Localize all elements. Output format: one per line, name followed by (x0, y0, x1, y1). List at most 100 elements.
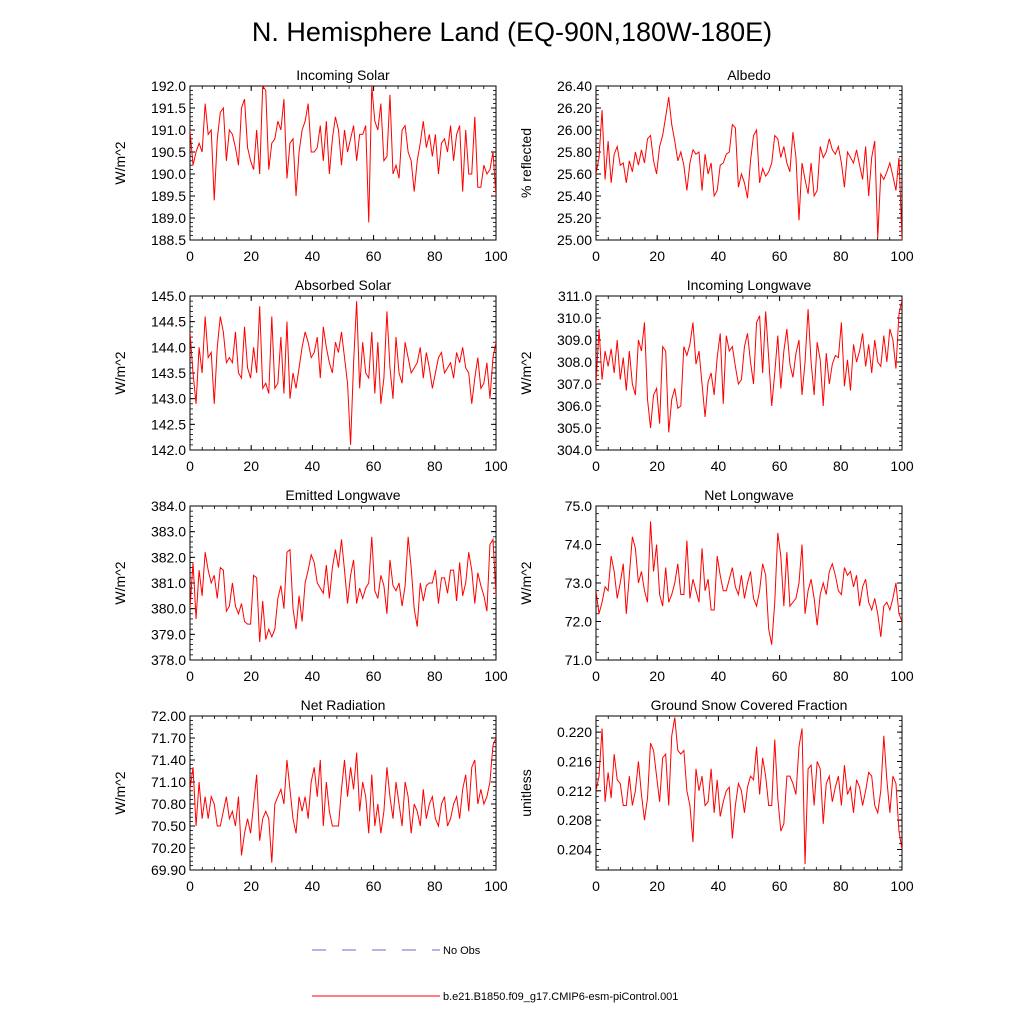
main-title: N. Hemisphere Land (EQ-90N,180W-180E) (252, 17, 772, 47)
x-tick-label: 100 (484, 248, 508, 264)
y-tick-label: 192.0 (151, 78, 186, 94)
y-tick-label: 311.0 (558, 288, 592, 304)
y-tick-label: 74.0 (565, 537, 592, 553)
y-tick-label: 309.0 (557, 332, 592, 348)
x-tick-label: 40 (305, 878, 321, 894)
y-tick-label: 381.0 (151, 575, 186, 591)
y-tick-label: 0.212 (557, 783, 592, 799)
x-tick-label: 60 (366, 878, 382, 894)
y-tick-label: 379.0 (151, 626, 186, 642)
y-tick-label: 75.0 (565, 498, 592, 514)
panel-title: Net Longwave (704, 487, 794, 503)
x-tick-label: 0 (592, 458, 600, 474)
y-tick-label: 71.70 (151, 730, 186, 746)
x-tick-label: 0 (186, 458, 194, 474)
y-tick-label: 310.0 (557, 310, 592, 326)
legend-label: b.e21.B1850.f09_g17.CMIP6-esm-piControl.… (443, 991, 678, 1003)
y-tick-label: 189.5 (151, 188, 186, 204)
panel-title: Ground Snow Covered Fraction (651, 697, 848, 713)
x-tick-label: 60 (366, 458, 382, 474)
y-tick-label: 26.20 (557, 100, 592, 116)
series-line (190, 301, 496, 445)
y-tick-label: 69.90 (151, 862, 186, 878)
y-tick-label: 378.0 (151, 652, 186, 668)
x-tick-label: 20 (649, 878, 665, 894)
x-tick-label: 80 (833, 458, 849, 474)
panel-absorbed-solar: Absorbed Solar 0 20 40 60 80 100 142.0 142.5 143.… (112, 277, 508, 474)
y-axis-label: % reflected (518, 128, 534, 198)
y-tick-label: 307.0 (557, 376, 592, 392)
y-tick-label: 25.80 (557, 144, 592, 160)
y-tick-label: 190.0 (151, 166, 186, 182)
x-tick-label: 80 (833, 668, 849, 684)
y-tick-label: 71.10 (151, 774, 186, 790)
y-axis-label: W/m^2 (112, 561, 128, 604)
y-tick-label: 143.5 (151, 365, 186, 381)
y-tick-label: 0.220 (557, 724, 592, 740)
y-tick-label: 190.5 (151, 144, 186, 160)
x-tick-label: 40 (711, 248, 727, 264)
series-line (190, 536, 496, 643)
x-tick-label: 0 (186, 668, 194, 684)
x-tick-label: 60 (772, 248, 788, 264)
plot-frame (595, 715, 903, 871)
panels: Incoming Solar 0 20 40 60 80 100 188.5 189.0 189.… (112, 67, 914, 894)
x-tick-label: 0 (592, 248, 600, 264)
y-tick-label: 308.0 (557, 354, 592, 370)
y-tick-label: 380.0 (151, 601, 186, 617)
legend: No Obs b.e21.B1850.f09_g17.CMIP6-esm-piCo… (312, 945, 678, 1003)
y-tick-label: 144.5 (151, 314, 186, 330)
plot-frame (189, 715, 497, 871)
x-tick-label: 40 (305, 248, 321, 264)
y-tick-label: 25.00 (557, 232, 592, 248)
y-axis-label: W/m^2 (112, 351, 128, 394)
panel-title: Absorbed Solar (295, 277, 392, 293)
x-tick-label: 20 (649, 668, 665, 684)
x-tick-label: 100 (484, 458, 508, 474)
y-tick-label: 71.0 (565, 652, 592, 668)
x-tick-label: 0 (186, 248, 194, 264)
series-line (190, 737, 496, 863)
y-tick-label: 382.0 (151, 549, 186, 565)
x-tick-label: 40 (711, 878, 727, 894)
y-tick-label: 191.0 (151, 122, 186, 138)
y-tick-label: 72.00 (151, 708, 186, 724)
x-tick-label: 60 (772, 878, 788, 894)
panel-ground-snow-covered-fraction: Ground Snow Covered Fraction 0 20 40 60 80 100… (518, 697, 914, 894)
panel-title: Incoming Solar (296, 67, 390, 83)
x-tick-label: 20 (243, 458, 259, 474)
y-tick-label: 188.5 (151, 232, 186, 248)
y-tick-label: 143.0 (151, 391, 186, 407)
x-tick-label: 40 (711, 458, 727, 474)
legend-entry: b.e21.B1850.f09_g17.CMIP6-esm-piControl.… (312, 991, 678, 1003)
panel-albedo: Albedo 0 20 40 60 80 100 25.00 25.20 25.40 25.60 25… (518, 67, 914, 264)
x-tick-label: 20 (649, 458, 665, 474)
x-tick-label: 20 (649, 248, 665, 264)
x-tick-label: 100 (890, 458, 914, 474)
x-tick-label: 80 (833, 248, 849, 264)
y-tick-label: 25.60 (557, 166, 592, 182)
series-line (596, 717, 902, 865)
y-tick-label: 305.0 (557, 420, 592, 436)
y-tick-label: 70.50 (151, 818, 186, 834)
panel-net-radiation: Net Radiation 0 20 40 60 80 100 69.90 70.20 70.50… (112, 697, 508, 894)
y-tick-label: 142.0 (151, 442, 186, 458)
x-tick-label: 20 (243, 878, 259, 894)
series-line (596, 521, 902, 645)
panel-title: Net Radiation (301, 697, 386, 713)
plot-frame (189, 85, 497, 241)
x-tick-label: 100 (484, 668, 508, 684)
y-tick-label: 25.20 (557, 210, 592, 226)
y-tick-label: 26.00 (557, 122, 592, 138)
x-tick-label: 100 (890, 668, 914, 684)
y-tick-label: 25.40 (557, 188, 592, 204)
x-tick-label: 40 (305, 458, 321, 474)
x-tick-label: 60 (772, 668, 788, 684)
plot-frame (595, 295, 903, 451)
y-axis-label: unitless (518, 769, 534, 816)
plot-frame (189, 295, 497, 451)
series-line (190, 86, 496, 223)
y-tick-label: 145.0 (151, 288, 186, 304)
y-tick-label: 191.5 (151, 100, 186, 116)
legend-entry: No Obs (312, 945, 481, 957)
